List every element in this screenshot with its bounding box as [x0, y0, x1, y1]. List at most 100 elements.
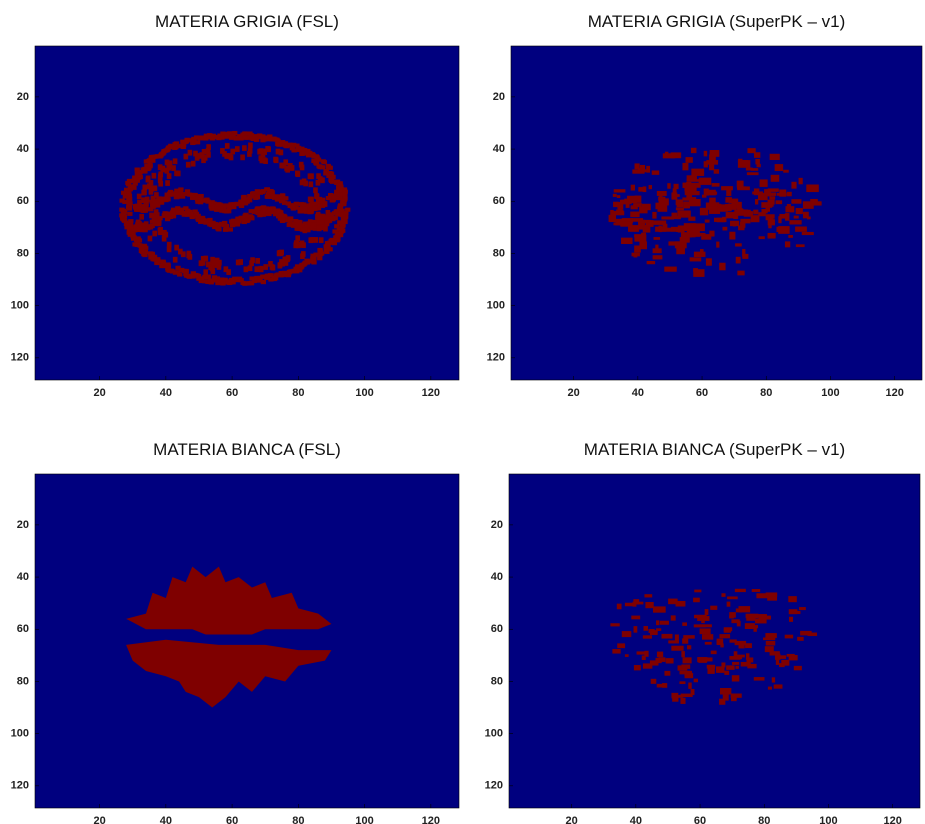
mask-pixel — [679, 681, 685, 684]
mask-pixel — [313, 237, 318, 243]
mask-pixel — [719, 699, 725, 705]
mask-pixel — [157, 220, 162, 226]
mask-pixel — [747, 664, 756, 668]
mask-pixel — [145, 197, 150, 203]
mask-pixel — [299, 152, 304, 156]
mask-pixel — [700, 628, 711, 634]
mask-pixel — [735, 641, 746, 645]
mask-pixel — [209, 201, 214, 205]
mask-pixel — [224, 153, 229, 159]
mask-pixel — [622, 631, 631, 637]
mask-pixel — [702, 195, 706, 198]
mask-pixel — [148, 236, 153, 242]
mask-pixel — [794, 666, 802, 670]
mask-pixel — [789, 609, 798, 614]
y-tick-label: 120 — [485, 780, 503, 792]
mask-pixel — [668, 640, 679, 643]
mask-pixel — [676, 228, 682, 232]
mask-pixel — [332, 241, 337, 245]
mask-pixel — [258, 155, 263, 161]
mask-pixel — [681, 664, 690, 668]
mask-pixel — [690, 191, 699, 195]
mask-pixel — [303, 181, 308, 187]
mask-pixel — [627, 196, 637, 203]
x-tick-label: 100 — [355, 815, 373, 824]
mask-pixel — [336, 211, 341, 215]
mask-pixel — [625, 603, 633, 606]
x-tick-label: 40 — [160, 387, 172, 399]
mask-pixel — [706, 160, 718, 165]
mask-pixel — [139, 214, 144, 220]
mask-pixel — [781, 660, 789, 666]
mask-pixel — [331, 195, 336, 199]
mask-pixel — [165, 160, 170, 166]
mask-pixel — [787, 654, 795, 657]
mask-pixel — [311, 222, 316, 228]
mask-pixel — [693, 269, 704, 277]
mask-pixel — [706, 258, 712, 265]
mask-pixel — [682, 163, 688, 170]
mask-pixel — [652, 170, 659, 174]
mask-pixel — [650, 630, 658, 635]
mask-pixel — [681, 651, 685, 657]
x-tick-label: 120 — [886, 387, 904, 399]
mask-pixel — [318, 176, 323, 182]
mask-pixel — [649, 185, 652, 189]
mask-pixel — [653, 606, 666, 612]
mask-pixel — [704, 151, 707, 157]
mask-pixel — [224, 266, 229, 272]
mask-pixel — [167, 173, 172, 179]
mask-pixel — [735, 243, 742, 246]
mask-pixel — [174, 245, 179, 251]
y-tick-label: 100 — [11, 728, 29, 740]
mask-pixel — [704, 189, 709, 196]
mask-pixel — [671, 615, 676, 620]
y-tick-label: 100 — [485, 728, 503, 740]
mask-pixel — [659, 198, 669, 205]
mask-pixel — [775, 164, 783, 171]
mask-pixel — [677, 201, 684, 207]
mask-pixel — [779, 189, 786, 196]
mask-pixel — [259, 266, 264, 272]
image-background — [35, 474, 459, 808]
mask-pixel — [149, 213, 154, 219]
mask-pixel — [729, 200, 737, 203]
mask-pixel — [652, 212, 656, 219]
mask-pixel — [176, 171, 181, 177]
mask-pixel — [267, 207, 272, 211]
y-tick-label: 60 — [491, 623, 503, 635]
mask-pixel — [768, 200, 775, 205]
mask-pixel — [747, 172, 759, 175]
mask-pixel — [280, 193, 285, 197]
x-tick-label: 100 — [821, 387, 839, 399]
x-tick-label: 80 — [292, 387, 304, 399]
mask-pixel — [316, 219, 321, 225]
mask-pixel — [724, 671, 729, 675]
mask-pixel — [729, 616, 734, 619]
mask-pixel — [284, 260, 289, 266]
mask-pixel — [613, 211, 624, 215]
y-tick-label: 40 — [493, 143, 505, 155]
x-tick-label: 20 — [93, 815, 105, 824]
mask-pixel — [778, 226, 789, 234]
x-tick-label: 20 — [567, 387, 579, 399]
mask-pixel — [235, 146, 240, 152]
x-tick-label: 80 — [758, 815, 770, 824]
mask-pixel — [724, 627, 732, 631]
y-tick-label: 80 — [493, 247, 505, 259]
mask-pixel — [796, 244, 805, 247]
mask-pixel — [628, 226, 639, 232]
mask-pixel — [158, 171, 163, 177]
mask-pixel — [191, 161, 196, 167]
y-tick-label: 100 — [487, 300, 505, 312]
mask-pixel — [721, 662, 725, 667]
mask-pixel — [653, 220, 666, 224]
mask-pixel — [633, 203, 642, 207]
mask-pixel — [686, 157, 693, 163]
mask-pixel — [634, 253, 638, 257]
mask-pixel — [199, 260, 204, 266]
panel-title: MATERIA GRIGIA (FSL) — [155, 12, 339, 31]
y-tick-label: 80 — [491, 675, 503, 687]
mask-pixel — [765, 633, 776, 638]
mask-pixel — [694, 252, 706, 257]
